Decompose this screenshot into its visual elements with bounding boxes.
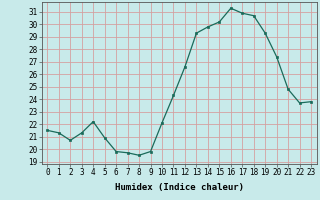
X-axis label: Humidex (Indice chaleur): Humidex (Indice chaleur): [115, 183, 244, 192]
